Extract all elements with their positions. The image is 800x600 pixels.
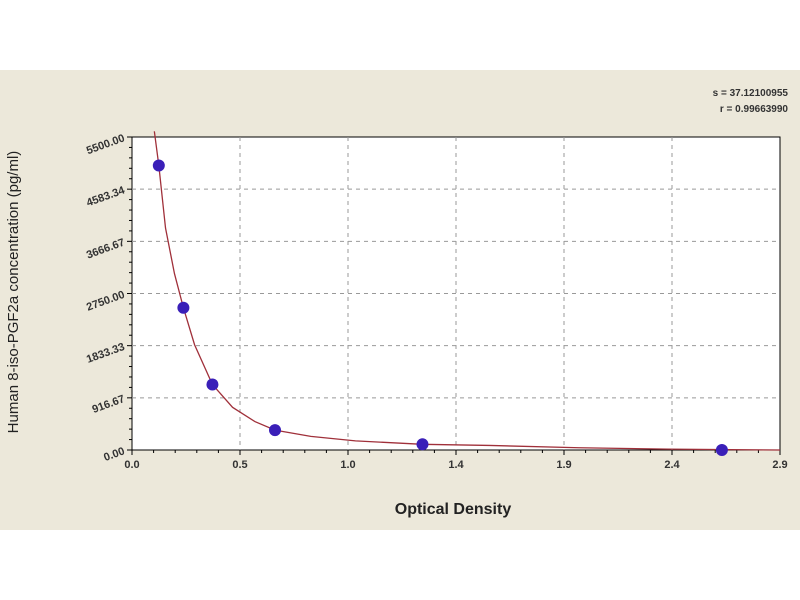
data-point bbox=[206, 378, 219, 391]
data-point bbox=[177, 301, 190, 314]
y-tick-label: 3666.67 bbox=[85, 237, 126, 262]
x-tick-label: 2.9 bbox=[772, 459, 787, 471]
x-axis-label: Optical Density bbox=[395, 501, 512, 518]
y-tick-label: 916.67 bbox=[91, 393, 127, 416]
data-point bbox=[715, 444, 728, 456]
y-axis-label: Human 8-iso-PGF2a concentration (pg/ml) bbox=[5, 151, 22, 434]
y-tick-label: 1833.33 bbox=[85, 341, 126, 366]
fit-curve bbox=[153, 131, 781, 451]
stat-r: r = 0.99663990 bbox=[719, 104, 788, 115]
x-tick-label: 1.0 bbox=[340, 459, 355, 471]
data-point bbox=[416, 438, 429, 451]
y-tick-label: 0.00 bbox=[102, 445, 126, 464]
y-tick-label: 2750.00 bbox=[85, 289, 126, 314]
data-point bbox=[152, 159, 165, 172]
x-tick-label: 2.4 bbox=[664, 459, 680, 471]
stat-s: s = 37.12100955 bbox=[712, 88, 788, 99]
x-tick-label: 1.4 bbox=[448, 459, 464, 471]
x-tick-label: 0.5 bbox=[232, 459, 247, 471]
y-tick-label: 4583.34 bbox=[85, 184, 127, 209]
data-point bbox=[269, 424, 282, 437]
x-tick-label: 1.9 bbox=[556, 459, 571, 471]
x-tick-label: 0.0 bbox=[124, 459, 139, 471]
y-tick-label: 5500.00 bbox=[85, 132, 126, 157]
